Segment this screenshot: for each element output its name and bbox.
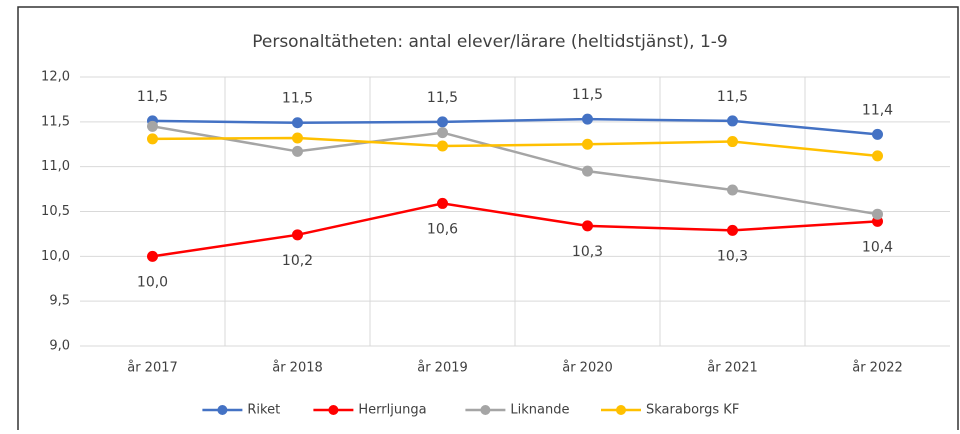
data-point — [582, 220, 593, 232]
legend-label: Herrljunga — [358, 403, 426, 418]
chart-border — [17, 6, 959, 434]
data-label: 10,3 — [572, 244, 603, 260]
x-tick-label: år 2017 — [127, 361, 178, 376]
data-point — [582, 113, 593, 125]
data-point — [292, 229, 303, 241]
legend-label: Liknande — [510, 403, 569, 418]
legend-marker — [328, 405, 339, 415]
y-tick-label: 9,0 — [49, 339, 70, 354]
data-label: 11,5 — [282, 91, 313, 107]
data-point — [147, 133, 158, 145]
legend-marker — [480, 405, 491, 415]
y-tick-label: 12,0 — [41, 70, 70, 85]
data-label: 11,4 — [862, 102, 893, 118]
y-tick-label: 9,5 — [49, 294, 70, 309]
y-tick-label: 11,0 — [41, 159, 70, 174]
data-point — [437, 116, 448, 128]
data-point — [437, 127, 448, 139]
data-point — [727, 115, 738, 127]
data-label: 10,0 — [137, 274, 168, 290]
data-label: 10,2 — [282, 253, 313, 269]
y-tick-label: 10,0 — [41, 249, 70, 264]
series-line — [152, 202, 878, 258]
legend-marker — [616, 405, 626, 415]
x-tick-label: år 2021 — [707, 361, 758, 376]
data-point — [582, 138, 593, 150]
data-point — [437, 197, 448, 209]
data-point — [872, 208, 883, 220]
legend-label: Riket — [247, 403, 280, 418]
data-point — [727, 136, 738, 148]
data-point — [727, 224, 738, 236]
legend-marker — [217, 405, 228, 415]
data-point — [872, 150, 883, 162]
data-point — [292, 117, 303, 129]
series-line — [152, 125, 878, 216]
data-label: 10,3 — [717, 248, 748, 264]
data-label: 11,5 — [572, 87, 603, 103]
data-point — [727, 184, 738, 196]
y-tick-label: 11,5 — [41, 114, 70, 129]
x-tick-label: år 2019 — [417, 361, 468, 376]
data-point — [872, 128, 883, 140]
y-tick-label: 10,5 — [41, 204, 70, 219]
x-tick-label: år 2020 — [562, 361, 613, 376]
data-point — [582, 165, 593, 177]
series-line — [152, 136, 878, 158]
data-point — [437, 140, 448, 152]
data-label: 11,5 — [137, 89, 168, 105]
data-label: 11,5 — [717, 89, 748, 105]
data-point — [147, 120, 158, 132]
data-point — [147, 250, 158, 262]
series-line — [152, 117, 878, 136]
x-tick-label: år 2018 — [272, 361, 323, 376]
data-label: 10,4 — [862, 239, 893, 255]
data-point — [292, 145, 303, 157]
data-label: 10,6 — [427, 221, 458, 237]
data-label: 11,5 — [427, 90, 458, 106]
chart-title: Personaltätheten: antal elever/lärare (h… — [252, 32, 728, 52]
data-point — [292, 132, 303, 144]
legend-label: Skaraborgs KF — [646, 403, 739, 418]
x-tick-label: år 2022 — [852, 361, 903, 376]
